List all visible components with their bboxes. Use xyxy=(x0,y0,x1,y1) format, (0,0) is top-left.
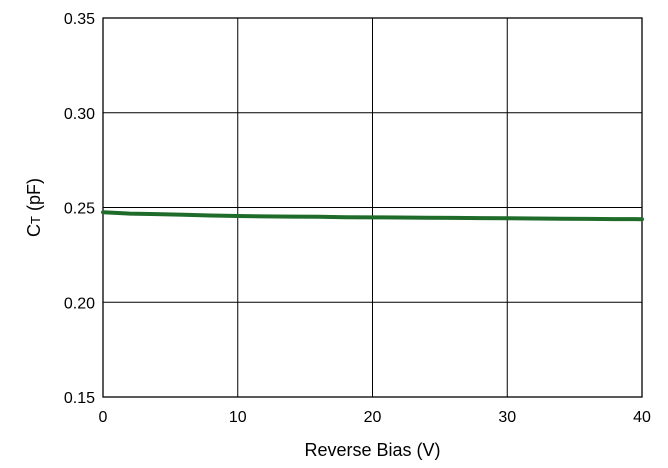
y-tick-label-0: 0.15 xyxy=(64,390,95,407)
y-tick-labels: 0.15 0.20 0.25 0.30 0.35 xyxy=(64,11,95,407)
y-axis-label: CT (pF) xyxy=(24,178,44,237)
y-tick-label-1: 0.20 xyxy=(64,295,95,312)
x-tick-label-2: 20 xyxy=(364,409,382,426)
y-tick-label-3: 0.30 xyxy=(64,106,95,123)
y-tick-label-2: 0.25 xyxy=(64,201,95,218)
y-axis-label-subscript: T xyxy=(28,216,43,224)
y-axis-label-unit: (pF) xyxy=(24,178,44,216)
y-axis-label-symbol: C xyxy=(24,224,44,237)
x-axis-label: Reverse Bias (V) xyxy=(304,440,440,460)
x-tick-label-0: 0 xyxy=(99,409,108,426)
x-tick-label-4: 40 xyxy=(633,409,651,426)
plot-frame xyxy=(102,17,643,398)
x-tick-label-1: 10 xyxy=(229,409,247,426)
grid xyxy=(103,18,642,397)
series-layer xyxy=(101,210,644,222)
x-tick-labels: 0 10 20 30 40 xyxy=(99,409,651,426)
y-tick-label-4: 0.35 xyxy=(64,11,95,28)
x-tick-label-3: 30 xyxy=(498,409,516,426)
series-line-0 xyxy=(101,210,644,222)
